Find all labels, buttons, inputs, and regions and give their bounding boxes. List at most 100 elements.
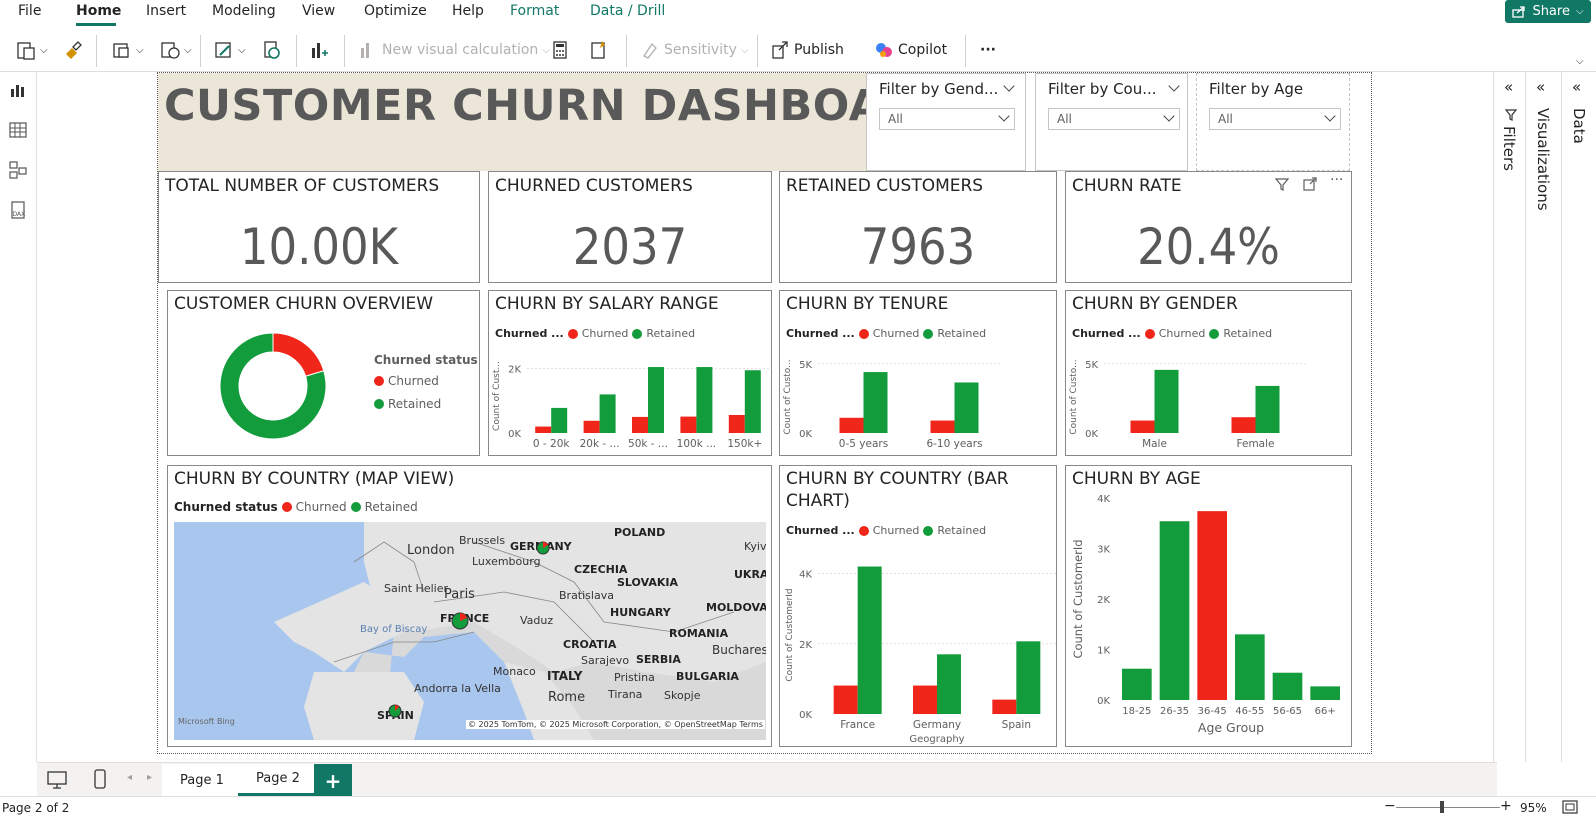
desktop-layout-icon[interactable] xyxy=(47,771,67,789)
bar-churned[interactable] xyxy=(583,420,600,433)
model-view-icon[interactable] xyxy=(8,160,28,180)
refresh-button[interactable] xyxy=(262,38,282,62)
donut-chart[interactable] xyxy=(208,321,338,451)
slicer-gender[interactable]: Filter by Gend... All xyxy=(866,73,1026,171)
bar-retained[interactable] xyxy=(863,372,888,433)
new-visual-button[interactable] xyxy=(309,38,329,62)
bar-retained[interactable] xyxy=(648,367,664,433)
visual-churn-by-gender[interactable]: CHURN BY GENDER Churned ... Churned Retain… xyxy=(1065,290,1352,456)
map-bubble-germany[interactable] xyxy=(536,541,550,555)
bar-chart[interactable]: Count of Custo... 0K 5K Male Female xyxy=(1066,347,1351,455)
bar-churned[interactable] xyxy=(930,420,955,433)
bar-retained[interactable] xyxy=(1016,641,1041,714)
slicer-country[interactable]: Filter by Cou... All xyxy=(1035,73,1188,171)
bar-churned[interactable] xyxy=(680,416,697,433)
bar-retained[interactable] xyxy=(937,654,961,714)
scroll-right-icon[interactable]: ▸ xyxy=(147,772,153,783)
map-attribution[interactable]: © 2025 TomTom, © 2025 Microsoft Corporat… xyxy=(466,720,765,729)
recent-sources-button[interactable]: ⌵ xyxy=(160,38,192,62)
sensitivity-button[interactable]: Sensitivity ⌵ xyxy=(640,38,748,62)
zoom-level[interactable]: 95% xyxy=(1520,801,1547,815)
bar-churned[interactable] xyxy=(992,699,1017,714)
transform-data-button[interactable]: ⌵ xyxy=(214,38,246,62)
data-pane[interactable]: « Data xyxy=(1561,72,1596,762)
new-visual-calculation-button[interactable]: New visual calculation ⌵ xyxy=(358,38,550,62)
publish-button[interactable]: Publish xyxy=(770,38,844,62)
calculator-button[interactable] xyxy=(550,38,570,62)
visual-churn-by-age[interactable]: CHURN BY AGE Count of CustomerId 0K 1K 2K 3K… xyxy=(1065,465,1352,747)
filter-icon[interactable] xyxy=(1274,176,1290,192)
more-options-button[interactable]: ··· xyxy=(980,42,996,58)
legend-item-retained[interactable]: Retained xyxy=(374,397,441,411)
bar-churned[interactable] xyxy=(833,685,858,714)
visualizations-pane[interactable]: « Visualizations xyxy=(1525,72,1561,762)
slicer-dropdown-country[interactable]: All xyxy=(1048,108,1180,130)
bar-retained[interactable] xyxy=(551,407,568,433)
menu-modeling[interactable]: Modeling xyxy=(212,3,276,19)
menu-help[interactable]: Help xyxy=(452,3,484,19)
bar-chart[interactable]: Count of CustomerId 0K 2K 4K France Germany Sp… xyxy=(780,544,1056,744)
table-view-icon[interactable] xyxy=(8,120,28,140)
bar-churned[interactable] xyxy=(535,426,552,433)
slicer-dropdown-age[interactable]: All xyxy=(1209,108,1341,130)
zoom-slider[interactable] xyxy=(1396,807,1500,808)
bar-churned[interactable] xyxy=(839,417,864,433)
bar-chart[interactable]: Count of Cust... 0K 2K 0 - 20k 20k - ... 50k … xyxy=(489,347,771,455)
scroll-left-icon[interactable]: ◂ xyxy=(127,772,133,783)
chevron-down-icon[interactable] xyxy=(1168,80,1180,92)
collapse-ribbon-icon[interactable]: ⌵ xyxy=(1576,56,1584,67)
menu-insert[interactable]: Insert xyxy=(146,3,187,19)
bar-churned[interactable] xyxy=(632,416,648,433)
menu-optimize[interactable]: Optimize xyxy=(364,3,427,19)
bar-churned[interactable] xyxy=(728,414,745,433)
zoom-out-button[interactable]: − xyxy=(1384,798,1396,814)
visual-churn-by-country-bar[interactable]: CHURN BY COUNTRY (BAR CHART) Churned ...… xyxy=(779,465,1057,747)
more-options-icon[interactable]: ··· xyxy=(1330,172,1344,188)
bar-age-group[interactable] xyxy=(1272,672,1303,700)
paste-button[interactable]: ⌵ xyxy=(16,38,48,62)
expand-pane-icon[interactable]: « xyxy=(1504,78,1514,96)
bar-chart[interactable]: Count of Custo... 0K 5K 0-5 years 6-10 years xyxy=(780,347,1056,455)
zoom-slider-handle[interactable] xyxy=(1440,801,1444,813)
fit-to-page-icon[interactable] xyxy=(1562,800,1578,814)
bar-chart[interactable]: Count of CustomerId 0K 1K 2K 3K 4K 18-25 26-35 3… xyxy=(1066,492,1351,746)
menu-format[interactable]: Format xyxy=(510,3,560,19)
bar-churned[interactable] xyxy=(1130,420,1155,433)
bar-age-group[interactable] xyxy=(1197,511,1227,700)
mobile-layout-icon[interactable] xyxy=(93,769,107,789)
map-canvas[interactable]: POLAND GERMANY London Brussels Luxembour… xyxy=(174,522,766,740)
bar-retained[interactable] xyxy=(954,382,979,433)
bar-retained[interactable] xyxy=(696,367,713,433)
kpi-card-churned[interactable]: CHURNED CUSTOMERS 2037 xyxy=(488,171,772,283)
visual-churn-by-salary[interactable]: CHURN BY SALARY RANGE Churned ... Churned… xyxy=(488,290,772,456)
bar-age-group[interactable] xyxy=(1122,668,1152,700)
focus-mode-icon[interactable] xyxy=(1302,176,1318,192)
donut-slice-churned[interactable] xyxy=(272,332,325,377)
chevron-down-icon[interactable] xyxy=(1003,80,1015,92)
add-page-button[interactable]: + xyxy=(314,764,352,797)
donut-slice-retained[interactable] xyxy=(219,332,327,440)
format-painter-button[interactable] xyxy=(63,38,83,62)
kpi-card-churn-rate[interactable]: CHURN RATE 20.4% ··· xyxy=(1065,171,1352,283)
bar-retained[interactable] xyxy=(1255,385,1280,433)
kpi-card-retained[interactable]: RETAINED CUSTOMERS 7963 xyxy=(779,171,1057,283)
get-data-button[interactable]: ⌵ xyxy=(112,38,144,62)
menu-view[interactable]: View xyxy=(302,3,336,19)
bar-retained[interactable] xyxy=(857,566,882,714)
expand-pane-icon[interactable]: « xyxy=(1536,78,1546,96)
visual-churn-by-tenure[interactable]: CHURN BY TENURE Churned ... Churned Retain… xyxy=(779,290,1057,456)
bar-retained[interactable] xyxy=(1154,369,1179,433)
quick-measure-button[interactable] xyxy=(588,38,608,62)
copilot-button[interactable]: Copilot xyxy=(874,38,947,62)
bar-age-group[interactable] xyxy=(1159,521,1190,700)
slicer-age[interactable]: Filter by Age All xyxy=(1196,73,1350,171)
dax-query-view-icon[interactable]: DAX xyxy=(8,200,28,220)
menu-file[interactable]: File xyxy=(18,3,42,19)
bar-age-group[interactable] xyxy=(1310,686,1340,700)
filters-pane[interactable]: « Filters xyxy=(1493,72,1525,762)
visual-churn-by-country-map[interactable]: CHURN BY COUNTRY (MAP VIEW) Churned stat… xyxy=(167,465,772,747)
expand-pane-icon[interactable]: « xyxy=(1572,78,1582,96)
share-button[interactable]: Share ⌵ xyxy=(1505,0,1591,23)
bar-retained[interactable] xyxy=(599,394,616,433)
bar-retained[interactable] xyxy=(744,370,761,433)
